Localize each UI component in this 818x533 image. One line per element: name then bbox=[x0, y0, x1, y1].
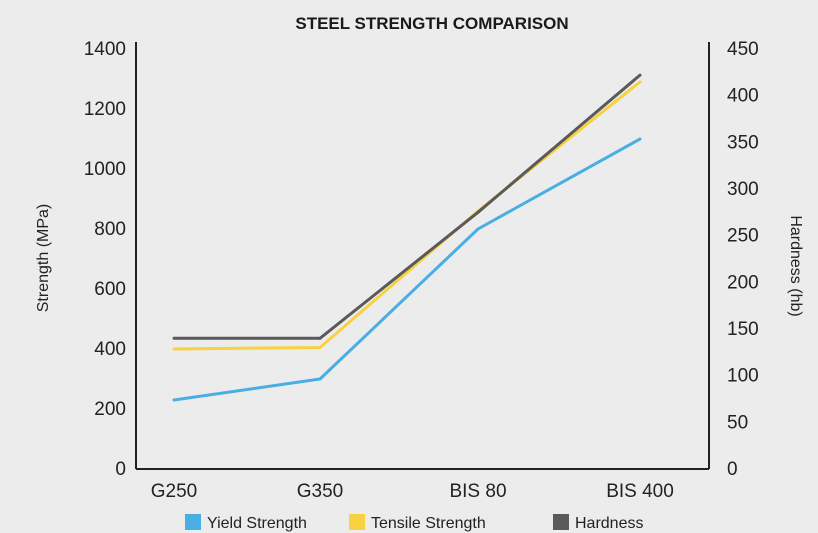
x-tick-label: G250 bbox=[151, 481, 197, 502]
x-tick-labels: G250 G350 BIS 80 BIS 400 bbox=[151, 481, 674, 502]
y-tick-label: 600 bbox=[94, 279, 126, 300]
y-tick-label: 800 bbox=[94, 219, 126, 240]
x-tick-label: BIS 80 bbox=[449, 481, 506, 502]
data-point bbox=[638, 73, 642, 77]
data-point bbox=[476, 210, 480, 214]
series-line-hardness bbox=[174, 73, 641, 340]
y-tick-label: 1200 bbox=[84, 99, 126, 120]
y-tick-label: 200 bbox=[94, 399, 126, 420]
left-tick-labels: 0 200 400 600 800 1000 1200 1400 bbox=[84, 39, 126, 480]
y2-tick-label: 300 bbox=[727, 179, 759, 200]
series-lines bbox=[172, 73, 642, 402]
y2-tick-label: 50 bbox=[727, 412, 748, 433]
y2-tick-label: 150 bbox=[727, 319, 759, 340]
right-tick-labels: 0 50 100 150 200 250 300 350 400 450 bbox=[727, 39, 759, 480]
legend-swatch bbox=[349, 514, 365, 530]
x-tick-label: BIS 400 bbox=[606, 481, 674, 502]
data-point bbox=[172, 336, 176, 340]
legend-label: Hardness bbox=[575, 515, 643, 532]
data-point bbox=[172, 398, 176, 402]
series-line-tensile-strength bbox=[173, 80, 641, 351]
y-tick-label: 0 bbox=[115, 459, 126, 480]
y2-tick-label: 400 bbox=[727, 86, 759, 107]
y2-tick-label: 350 bbox=[727, 132, 759, 153]
data-point bbox=[318, 336, 322, 340]
series-line-yield-strength bbox=[173, 137, 641, 402]
y2-tick-label: 200 bbox=[727, 272, 759, 293]
chart-title: STEEL STRENGTH COMPARISON bbox=[295, 14, 568, 33]
y-tick-label: 1400 bbox=[84, 39, 126, 60]
x-tick-label: G350 bbox=[297, 481, 343, 502]
y2-tick-label: 250 bbox=[727, 226, 759, 247]
y2-tick-label: 100 bbox=[727, 366, 759, 387]
y2-axis-label: Hardness (hb) bbox=[787, 215, 804, 316]
y-tick-label: 400 bbox=[94, 339, 126, 360]
legend-swatch bbox=[185, 514, 201, 530]
y2-tick-label: 450 bbox=[727, 39, 759, 60]
data-point bbox=[172, 347, 176, 351]
data-point bbox=[476, 227, 480, 231]
y-axis-label: Strength (MPa) bbox=[35, 204, 52, 312]
data-point bbox=[638, 80, 642, 84]
data-point bbox=[638, 137, 642, 141]
data-point bbox=[318, 346, 322, 349]
legend: Yield Strength Tensile Strength Hardness bbox=[185, 514, 643, 532]
y2-tick-label: 0 bbox=[727, 459, 738, 480]
y-tick-label: 1000 bbox=[84, 159, 126, 180]
data-point bbox=[318, 377, 322, 381]
legend-label: Tensile Strength bbox=[371, 515, 486, 532]
legend-swatch bbox=[553, 514, 569, 530]
legend-label: Yield Strength bbox=[207, 515, 307, 532]
